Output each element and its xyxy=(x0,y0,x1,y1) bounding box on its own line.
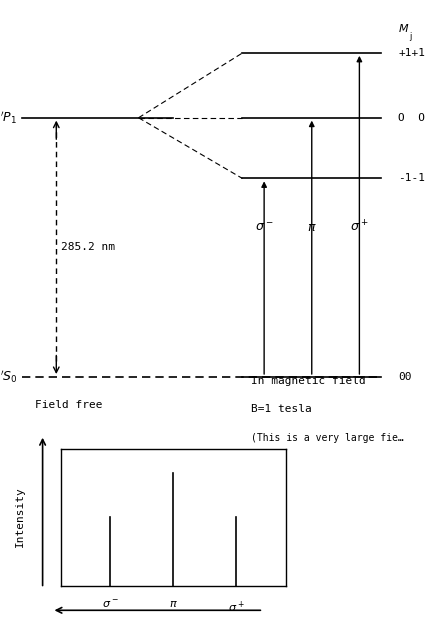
Text: Intensity: Intensity xyxy=(15,487,25,548)
Text: 00: 00 xyxy=(398,372,412,382)
Text: In magnetic field: In magnetic field xyxy=(251,376,366,386)
Text: (This is a very large fie…: (This is a very large fie… xyxy=(251,432,404,443)
Text: 285.2 nm: 285.2 nm xyxy=(61,242,115,252)
Text: $\sigma^+$: $\sigma^+$ xyxy=(228,599,245,615)
Text: -1-1: -1-1 xyxy=(398,173,425,184)
Text: M: M xyxy=(398,24,408,34)
Text: $\sigma^-$: $\sigma^-$ xyxy=(102,599,119,611)
Text: O  O: O O xyxy=(398,113,425,123)
Text: +1+1: +1+1 xyxy=(398,48,425,58)
Text: $\sigma^-$: $\sigma^-$ xyxy=(255,221,273,234)
Text: $\pi$: $\pi$ xyxy=(169,599,178,609)
Text: Field free: Field free xyxy=(35,400,102,411)
Text: $\sigma^+$: $\sigma^+$ xyxy=(350,219,368,235)
Text: $\pi$: $\pi$ xyxy=(307,221,317,234)
Text: $'S_0$: $'S_0$ xyxy=(0,369,18,385)
Text: $'P_1$: $'P_1$ xyxy=(0,110,17,126)
Text: B=1 tesla: B=1 tesla xyxy=(251,404,312,414)
Text: j: j xyxy=(409,32,411,41)
